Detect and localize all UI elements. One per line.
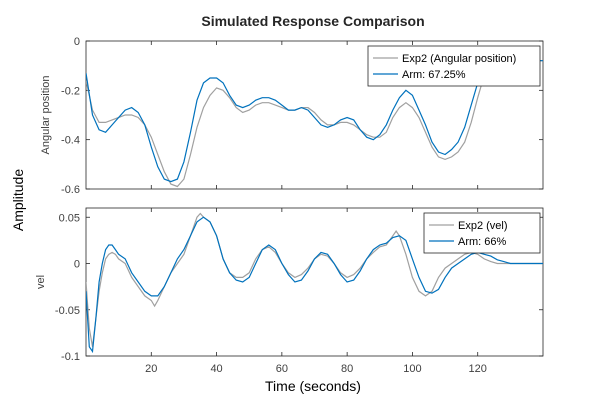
- y-tick-label: 0: [74, 36, 80, 48]
- figure-xlabel: Time (seconds): [265, 378, 361, 394]
- x-tick-label: 40: [210, 363, 222, 375]
- bottom-axes: 20 40 60 80 100 120 0.05 0 -0.05 -0.1 vel Exp2 (vel…: [35, 207, 544, 375]
- series-line-arm: [86, 57, 543, 183]
- y-tick-label: -0.1: [61, 351, 80, 363]
- y-tick-label: 0.05: [59, 212, 80, 224]
- y-tick-label: -0.2: [61, 85, 80, 97]
- axis-ylabel: Angular position: [40, 76, 52, 155]
- legend-label: Arm: 67.25%: [402, 69, 466, 81]
- series-line-exp: [86, 212, 543, 347]
- y-tick-label: 0: [74, 259, 80, 271]
- series-line-exp: [86, 60, 543, 188]
- x-tick-label: 100: [403, 363, 421, 375]
- legend-box: [423, 212, 541, 254]
- y-tick-label: -0.4: [61, 135, 80, 147]
- x-tick-label: 80: [341, 363, 353, 375]
- top-axes: 0 -0.2 -0.4 -0.6 Angular position Exp2 (Angul…: [40, 36, 544, 196]
- y-tick-label: -0.05: [55, 305, 80, 317]
- y-tick-label: -0.6: [61, 184, 80, 196]
- x-tick-label: 120: [469, 363, 487, 375]
- axis-ylabel: vel: [35, 275, 47, 289]
- legend-label: Arm: 66%: [458, 236, 507, 248]
- x-tick-label: 20: [145, 363, 157, 375]
- x-tick-label: 60: [276, 363, 288, 375]
- legend-label: Exp2 (Angular position): [402, 53, 516, 65]
- series-line-arm: [86, 216, 543, 354]
- legend-box: [367, 45, 541, 87]
- figure-ylabel: Amplitude: [10, 169, 26, 231]
- legend-label: Exp2 (vel): [458, 220, 508, 232]
- figure-title: Simulated Response Comparison: [201, 13, 424, 29]
